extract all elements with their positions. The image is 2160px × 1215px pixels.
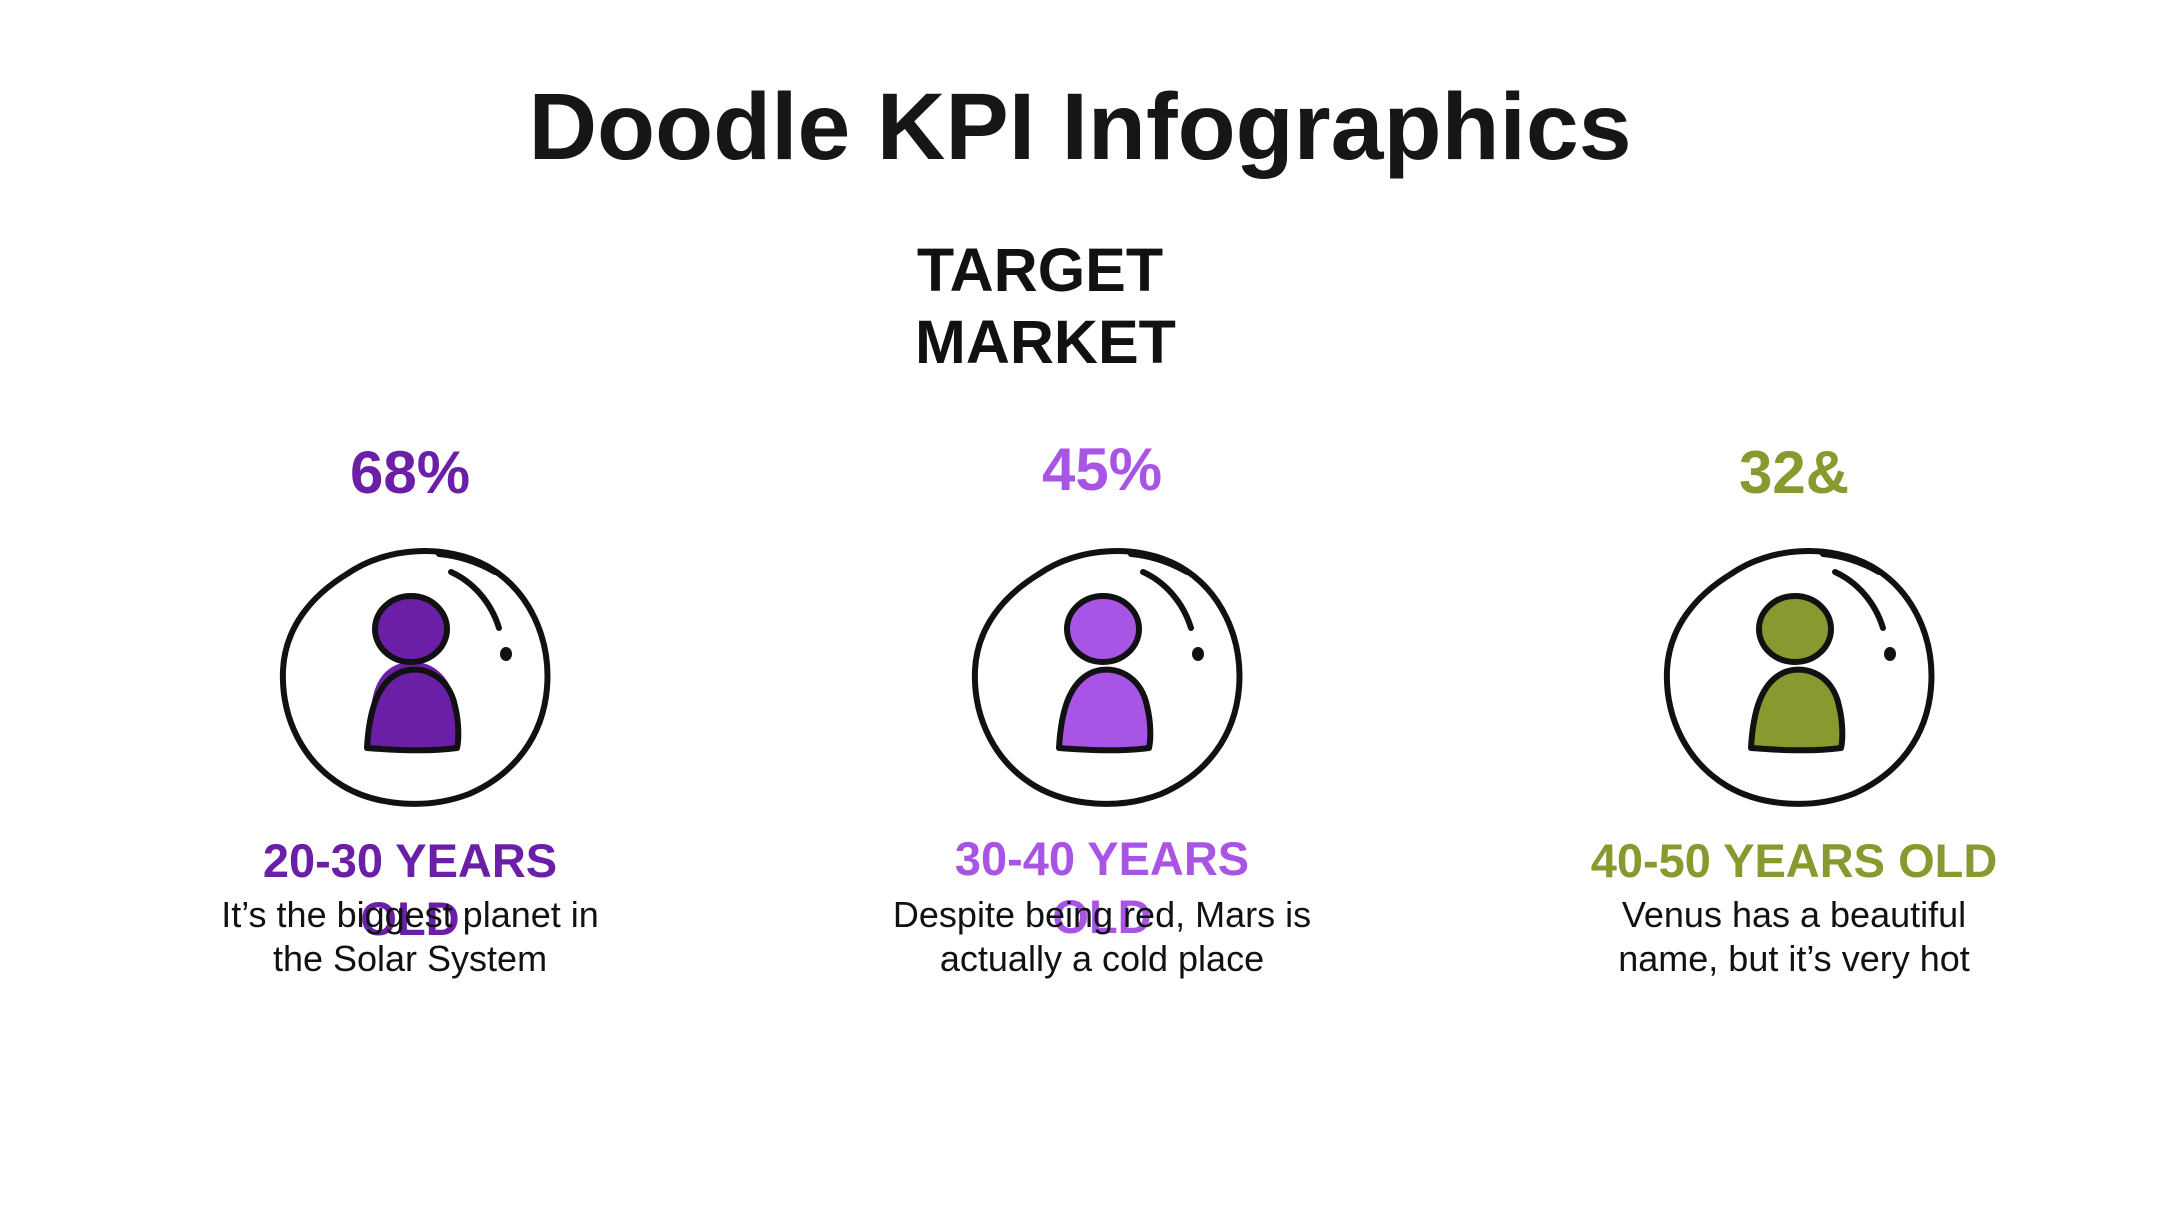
kpi-percentage: 32&: [1738, 439, 1850, 506]
kpi-percentage: 45%: [1041, 436, 1163, 503]
kpi-label: 30-40 YEARS OLD: [954, 832, 1250, 943]
subtitle-line-2: MARKET: [915, 308, 1176, 376]
person-icon: [971, 548, 1243, 807]
kpi-card-2: 45% 30-40 YEARS OLD Despite being red, M…: [802, 0, 1402, 1215]
kpi-description-line-1: It’s the biggest planet in: [221, 894, 599, 935]
kpi-description-line-2: actually a cold place: [939, 938, 1265, 979]
person-icon: [1663, 548, 1935, 807]
kpi-card-1: 68% 20-30 YEARS OLD It’s the biggest pla…: [110, 0, 710, 1215]
kpi-description-line-1: Venus has a beautiful: [1621, 894, 1967, 935]
kpi-card-3: 32& 40-50 YEARS OLD Venus has a beautifu…: [1494, 0, 2094, 1215]
kpi-description-line-2: the Solar System: [272, 938, 548, 979]
page-title: Doodle KPI Infographics: [528, 74, 1632, 180]
section-subtitle: TARGET MARKET: [915, 234, 1176, 378]
kpi-label: 20-30 YEARS OLD: [262, 834, 558, 945]
kpi-percentage: 68%: [349, 439, 471, 506]
kpi-description: Venus has a beautiful name, but it’s ver…: [1494, 893, 2094, 981]
kpi-description-line-2: name, but it’s very hot: [1618, 938, 1970, 979]
kpi-description: It’s the biggest planet in the Solar Sys…: [110, 893, 710, 981]
kpi-description: Despite being red, Mars is actually a co…: [802, 893, 1402, 981]
kpi-description-line-1: Despite being red, Mars is: [892, 894, 1312, 935]
person-icon: [279, 548, 551, 807]
subtitle-line-1: TARGET: [916, 236, 1164, 304]
kpi-label: 40-50 YEARS OLD: [1590, 834, 1998, 887]
